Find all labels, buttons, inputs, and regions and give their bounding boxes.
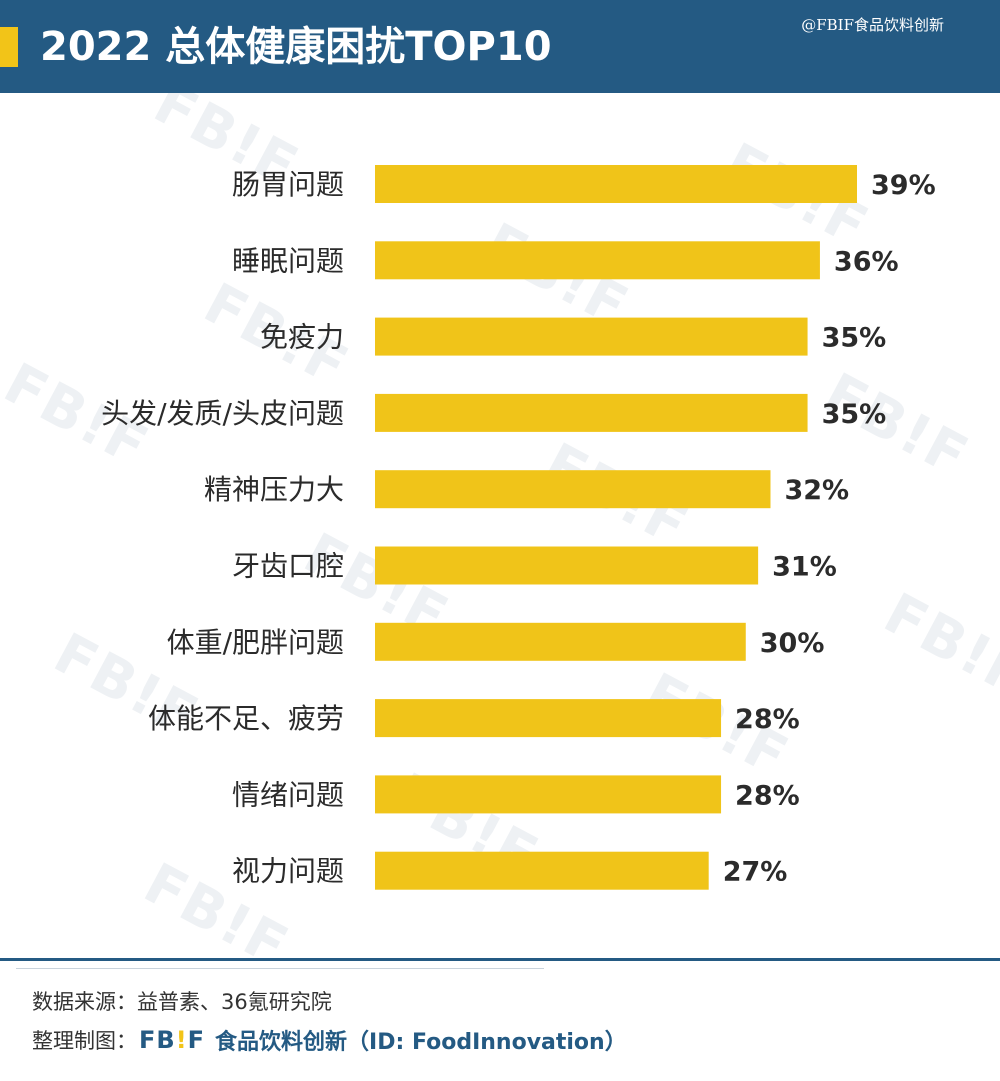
brand-logo: FB!F xyxy=(139,1026,205,1054)
bar xyxy=(375,851,709,890)
credit-handle: @FBIF食品饮料创新 xyxy=(801,16,944,34)
value-label: 27% xyxy=(723,857,788,888)
brand-logo-bang: ! xyxy=(175,1026,188,1054)
chart-title: 2022 总体健康困扰TOP10 xyxy=(40,24,552,70)
bar xyxy=(375,317,808,356)
bar xyxy=(375,470,771,509)
footer-divider xyxy=(0,958,1000,961)
value-label: 36% xyxy=(834,246,899,277)
value-label: 28% xyxy=(735,780,800,811)
category-label: 肠胃问题 xyxy=(232,168,344,201)
value-label: 30% xyxy=(760,628,825,659)
bar xyxy=(375,165,857,203)
bar-chart: 肠胃问题 39% 睡眠问题 36% 免疫力 35% 头发/发质/头皮问题 35% 精神压力大 32… xyxy=(101,165,936,890)
footer-divider-thin xyxy=(16,968,544,969)
category-label: 头发/发质/头皮问题 xyxy=(101,397,344,430)
producer-label: 整理制图： xyxy=(32,1029,137,1053)
value-label: 39% xyxy=(871,170,936,201)
value-label: 35% xyxy=(822,399,887,430)
bar xyxy=(375,393,808,432)
value-label: 28% xyxy=(735,704,800,735)
bar xyxy=(375,622,746,661)
category-label: 体能不足、疲劳 xyxy=(148,702,344,735)
value-label: 32% xyxy=(784,475,849,506)
producer-line: 整理制图： FB!F 食品饮料创新（ID: FoodInnovation） xyxy=(32,1024,627,1056)
category-label: 体重/肥胖问题 xyxy=(167,626,344,659)
bar xyxy=(375,241,820,280)
brand-name: 食品饮料创新（ID: FoodInnovation） xyxy=(215,1030,627,1055)
title-accent-mark xyxy=(0,27,18,67)
bar xyxy=(375,699,722,738)
category-label: 免疫力 xyxy=(260,321,344,354)
category-label: 情绪问题 xyxy=(232,778,344,811)
category-label: 睡眠问题 xyxy=(232,244,344,277)
data-source: 数据来源：益普素、36氪研究院 xyxy=(32,990,332,1014)
brand-logo-text: FB!F xyxy=(139,1026,206,1054)
category-label: 牙齿口腔 xyxy=(232,550,344,583)
bar xyxy=(375,546,759,585)
value-label: 35% xyxy=(822,323,887,354)
bar xyxy=(375,775,722,814)
header-bar: 2022 总体健康困扰TOP10 @FBIF食品饮料创新 xyxy=(0,0,1000,93)
category-label: 精神压力大 xyxy=(204,473,344,506)
value-label: 31% xyxy=(772,552,837,583)
category-label: 视力问题 xyxy=(232,855,344,888)
